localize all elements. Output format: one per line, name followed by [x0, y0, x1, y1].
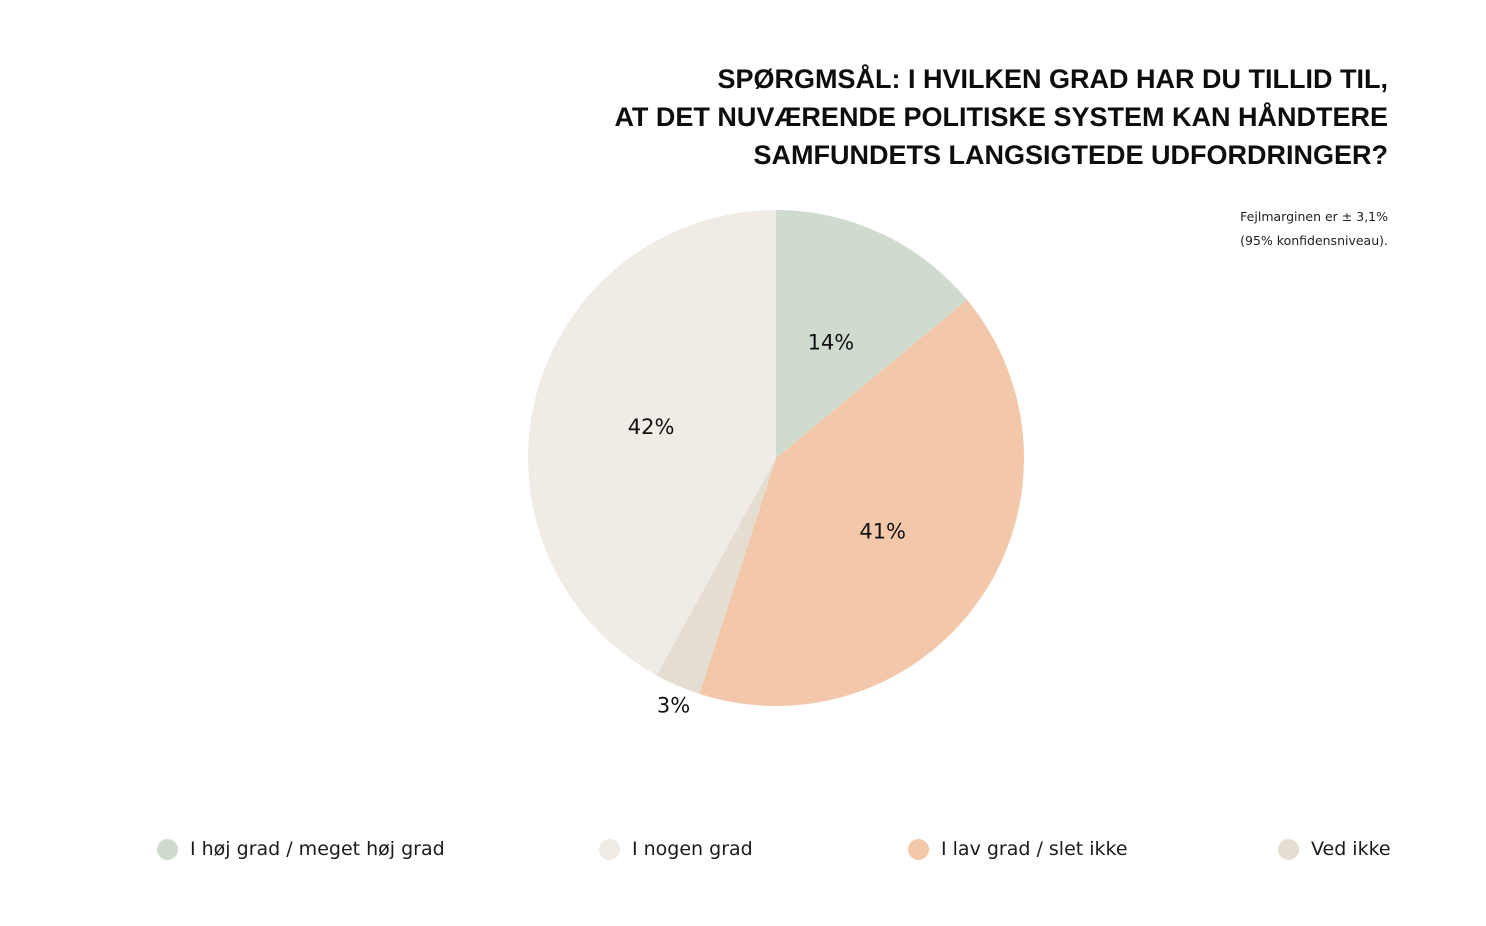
note-line-2: (95% konfidensniveau). — [1240, 233, 1388, 248]
chart-title-line-2: at det nuværende politiske system kan hå… — [614, 102, 1388, 132]
legend-item-nogen-grad: I nogen grad — [599, 834, 753, 864]
legend-label: I lav grad / slet ikke — [941, 838, 1128, 860]
chart-title-line-3: samfundets langsigtede udfordringer? — [753, 140, 1389, 170]
pie-slice-label-0: 14% — [808, 330, 855, 354]
legend-item-ved-ikke: Ved ikke — [1278, 834, 1391, 864]
chart-title: Spørgmsål: I hvilken grad har du tillid … — [614, 60, 1388, 174]
legend-swatch — [908, 838, 929, 860]
pie-slice-label-1: 41% — [859, 519, 906, 543]
legend-label: Ved ikke — [1311, 838, 1391, 860]
pie-slice-2 — [656, 458, 776, 694]
pie-slice-3 — [528, 210, 776, 676]
pie-slice-1 — [699, 299, 1024, 706]
legend-label: I høj grad / meget høj grad — [190, 838, 445, 860]
legend-label: I nogen grad — [632, 838, 753, 860]
pie-slice-label-2: 3% — [657, 694, 690, 718]
legend-item-hoj-grad: I høj grad / meget høj grad — [157, 834, 445, 864]
pie-slice-label-3: 42% — [628, 415, 675, 439]
note-line-1: Fejlmarginen er ± 3,1% — [1240, 209, 1388, 224]
legend-swatch — [1278, 838, 1299, 860]
legend-item-lav-grad: I lav grad / slet ikke — [908, 834, 1128, 864]
legend-swatch — [599, 838, 620, 860]
chart-title-line-1: Spørgmsål: I hvilken grad har du tillid … — [717, 64, 1388, 94]
legend-swatch — [157, 838, 178, 860]
margin-of-error-note: Fejlmarginen er ± 3,1% (95% konfidensniv… — [1240, 205, 1388, 253]
pie-slice-0 — [776, 210, 968, 458]
